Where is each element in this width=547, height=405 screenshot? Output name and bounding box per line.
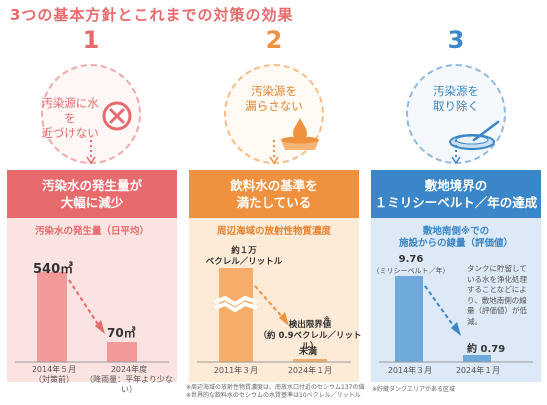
date-label: 2011年３月 [213, 366, 259, 375]
limit-label: 検出限界値 （約 0.9ベクレル／リットル） [258, 320, 362, 352]
policy-text: 汚染源を 漏らさない [245, 84, 303, 113]
page-title: 3つの基本方針とこれまでの対策の効果 [10, 6, 294, 24]
footnote-mark: ※ [324, 316, 330, 323]
footnote: ※周辺海域の放射性物質濃度は、南放水口付近のセシウム137の値 ※世界的な飲料水… [186, 384, 365, 399]
date-label: 2024年度 （降雨量：平年より少ない） [85, 365, 173, 394]
no-entry-icon [102, 101, 132, 131]
policy-number: 3 [447, 26, 465, 54]
date-label: 2014年５月 （対策前） [31, 365, 77, 384]
bar-2011 [219, 268, 253, 362]
value-label: 約 0.79 [467, 344, 506, 355]
value-label: 70㎥ [107, 326, 136, 340]
chart-title: 敷地南側※での 施設からの線量（評価値） [398, 226, 513, 249]
effect-card-3: 敷地境界の １ミリシーベルト／年の達成 敷地南側※での 施設からの線量（評価値）… [371, 170, 541, 382]
arrow-down-icon [269, 140, 279, 165]
policy-number: 2 [265, 26, 283, 54]
card-body: 汚染水の発生量（日平均） 540㎥ 70㎥ 2014年５月 （対策前） 2024… [7, 218, 177, 394]
policy-1: 1 汚染源に水を 近づけない [0, 26, 182, 166]
value-label: 未満 [299, 347, 318, 357]
date-label: 2024年１月 [287, 366, 333, 375]
trend-arrowhead [279, 312, 289, 326]
explanation: タンクに貯留して いる水を浄化処理 することなどによ り、敷地南側の線 量（評価… [467, 264, 527, 326]
unit-label: （ミリシーベルト／年） [372, 267, 450, 275]
policy-circle: 汚染源を 取り除く [406, 64, 506, 164]
effect-card-2: 飲料水の基準を 満たしている 周辺海域の放射性物質濃度 約１万 ベクレル／リット… [189, 170, 362, 382]
petri-dish-icon [449, 120, 500, 150]
trend-arrowhead [95, 320, 105, 334]
trend-arrowhead [451, 322, 461, 336]
policy-number: 1 [82, 26, 100, 54]
trend-arrow [68, 279, 100, 327]
policy-3: 3 汚染源を 取り除く [365, 26, 547, 166]
bar-2024 [463, 355, 491, 362]
card-header: 汚染水の発生量が 大幅に減少 [7, 170, 177, 218]
date-label: 2014年３月 [387, 366, 433, 375]
card-body: 敷地南側※での 施設からの線量（評価値） 9.76 （ミリシーベルト／年） タン… [371, 218, 541, 382]
trend-arrow [424, 285, 456, 329]
effect-card-1: 汚染水の発生量が 大幅に減少 汚染水の発生量（日平均） 540㎥ 70㎥ 201… [7, 170, 177, 394]
axis-break [214, 295, 258, 307]
policy-text: 汚染源に水を 近づけない [41, 96, 99, 140]
arrow-down-icon [86, 140, 96, 165]
value-label: 9.76 [398, 254, 424, 265]
card-header: 飲料水の基準を 満たしている [189, 170, 359, 218]
trend-arrow [254, 285, 284, 319]
footnote: ※貯蔵タンクエリアがある区域 [372, 386, 456, 393]
date-label: 2024年１月 [455, 366, 501, 375]
water-drop-icon [281, 118, 319, 150]
bar-2024 [293, 359, 327, 362]
value-label: 540㎥ [33, 262, 74, 277]
chart [197, 268, 351, 363]
card-body: 周辺海域の放射性物質濃度 約１万 ベクレル／リットル 検出限界値 （約 0.9ベ… [189, 218, 362, 382]
bar-2014 [395, 276, 423, 362]
bar-2014 [37, 272, 67, 362]
card-header: 敷地境界の １ミリシーベルト／年の達成 [371, 170, 541, 218]
chart [379, 276, 533, 363]
chart-title: 汚染水の発生量（日平均） [34, 226, 149, 237]
policy-text: 汚染源を 取り除く [433, 84, 479, 113]
arrow-down-icon [451, 140, 461, 165]
bar-2024 [107, 342, 137, 362]
axis-break [214, 301, 258, 313]
value-label: 約１万 ベクレル／リットル [205, 246, 283, 267]
chart [15, 272, 169, 363]
chart-title: 周辺海域の放射性物質濃度 [216, 226, 331, 237]
policy-circle: 汚染源に水を 近づけない [41, 64, 141, 164]
